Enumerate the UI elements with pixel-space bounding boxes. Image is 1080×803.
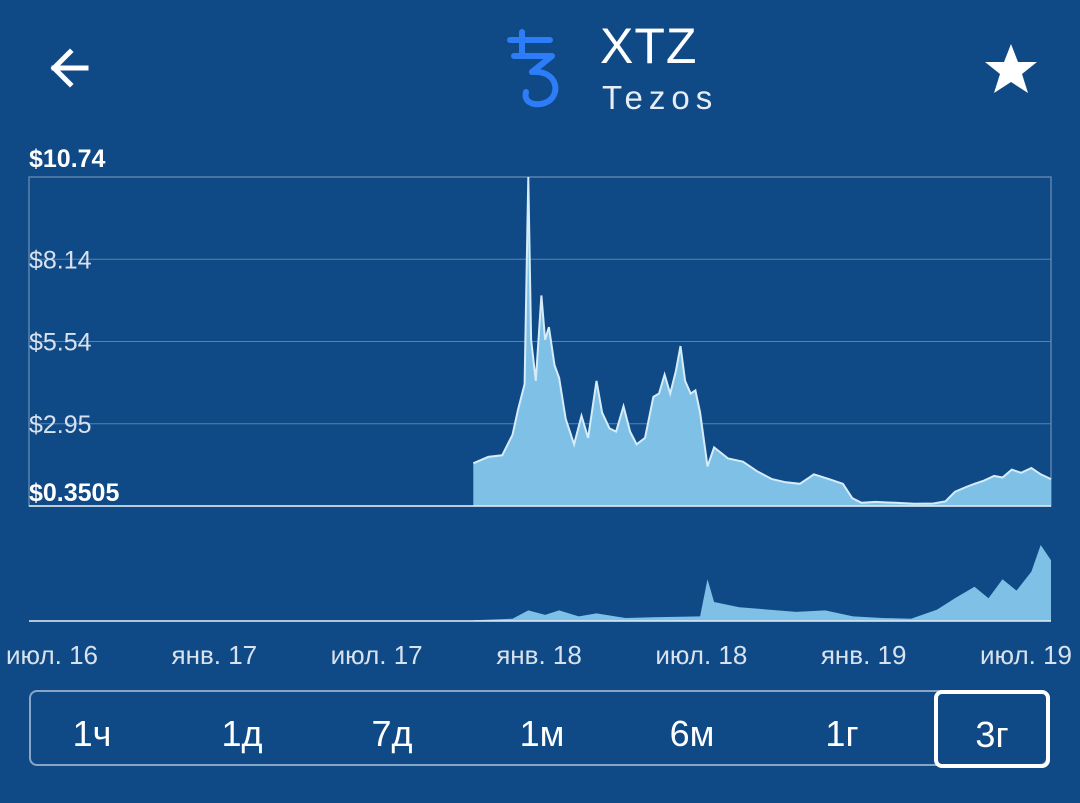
x-tick-label: июл. 16 — [6, 640, 98, 670]
range-button-6[interactable]: 1г — [825, 713, 859, 754]
arrow-left-icon — [50, 48, 89, 88]
coin-ticker: XTZ — [600, 18, 698, 74]
range-button-7[interactable]: 3г — [934, 690, 1050, 768]
price-line — [472, 176, 1052, 505]
range-button-4[interactable]: 1м — [519, 713, 565, 754]
x-tick-label: янв. 17 — [171, 640, 258, 670]
range-button-2[interactable]: 1д — [221, 713, 263, 754]
y-tick-label: $0.3505 — [29, 479, 119, 507]
y-tick-label: $2.95 — [29, 411, 92, 439]
volume-chart — [29, 545, 1051, 622]
tezos-logo-icon — [500, 26, 572, 112]
price-chart[interactable]: $10.74 $8.14 $5.54 $2.95 $0.3505 — [0, 140, 1080, 520]
y-tick-label: $5.54 — [29, 329, 92, 357]
range-button-5[interactable]: 6м — [669, 713, 715, 754]
x-axis: июл. 16 янв. 17 июл. 17 янв. 18 июл. 18 янв. … — [0, 640, 1080, 680]
x-tick-label: июл. 19 — [980, 640, 1072, 670]
range-button-3[interactable]: 7д — [371, 713, 413, 754]
volume-area — [473, 545, 1051, 621]
y-tick-label: $8.14 — [29, 246, 92, 274]
favorite-button[interactable] — [980, 38, 1042, 100]
x-tick-label: июл. 17 — [330, 640, 423, 670]
header: XTZ Tezos — [0, 0, 1080, 140]
coin-name: Tezos — [602, 79, 719, 116]
time-range-selector: 1ч 1д 7д 1м 6м 1г 3г — [29, 690, 1050, 768]
star-icon — [985, 44, 1037, 93]
range-button-1[interactable]: 1ч — [72, 713, 112, 754]
x-tick-label: янв. 19 — [820, 640, 907, 670]
x-tick-label: янв. 18 — [496, 640, 582, 670]
y-tick-label: $10.74 — [29, 145, 106, 173]
x-tick-label: июл. 18 — [655, 640, 748, 670]
back-button[interactable] — [40, 40, 100, 96]
price-area — [473, 177, 1051, 506]
